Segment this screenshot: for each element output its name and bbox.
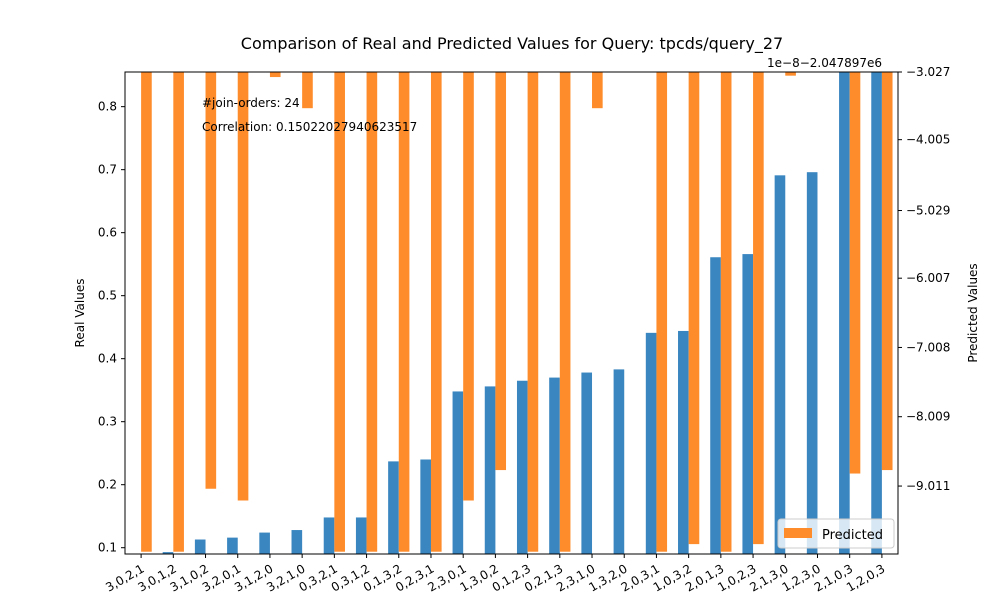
predicted-bar (269, 72, 281, 78)
y-tick-label: 0.5 (98, 289, 117, 303)
annotation-join-orders: #join-orders: 24 (202, 96, 300, 110)
y2-tick-label: −5.029 (906, 204, 950, 218)
real-bar (355, 517, 367, 554)
y-tick-label: 0.7 (98, 163, 117, 177)
bars-group (141, 72, 893, 554)
y2-axis-label: Predicted Values (966, 263, 980, 362)
real-bar (774, 175, 786, 554)
y2-offset-text: 1e−8−2.047897e6 (767, 56, 882, 70)
y2-tick-label: −3.027 (906, 65, 950, 79)
y2-tick-label: −8.009 (906, 410, 950, 424)
y2-tick-label: −4.005 (906, 133, 950, 147)
predicted-bar (559, 72, 571, 552)
legend-swatch-predicted (784, 528, 812, 538)
y2-tick-label: −7.008 (906, 340, 950, 354)
predicted-bar (173, 72, 184, 552)
predicted-bar (495, 72, 507, 471)
real-bar (259, 532, 270, 554)
y2-tick-label: −9.011 (906, 479, 950, 493)
chart-title: Comparison of Real and Predicted Values … (241, 34, 783, 54)
predicted-bar (398, 72, 410, 552)
predicted-bar (720, 72, 732, 552)
y2-tick-label: −6.007 (906, 271, 950, 285)
predicted-bar (141, 72, 152, 552)
real-bar (227, 537, 238, 554)
plot-frame (124, 71, 899, 555)
plot-area: 0.1 0.2 0.3 0.4 0.5 0.6 0.7 0.8 −3.027 −4.005 −5.0… (98, 65, 951, 595)
real-bar (871, 72, 882, 554)
predicted-bar (753, 72, 764, 545)
real-bar (484, 386, 496, 554)
real-bar (710, 257, 721, 554)
predicted-bar (366, 72, 378, 552)
real-bar (452, 391, 464, 554)
predicted-bar (688, 72, 700, 545)
y-tick-label: 0.4 (98, 352, 117, 366)
predicted-bar (527, 72, 539, 552)
real-bar (291, 530, 303, 554)
real-bar (613, 369, 625, 554)
y-tick-label: 0.1 (98, 541, 117, 555)
legend: Predicted (777, 518, 895, 549)
predicted-bar (302, 72, 313, 109)
real-bar (194, 539, 206, 554)
predicted-bar (430, 72, 442, 552)
real-bar (516, 380, 528, 554)
y-tick-label: 0.2 (98, 478, 117, 492)
predicted-bar (592, 72, 603, 109)
predicted-bar (463, 72, 474, 501)
real-bar (420, 459, 431, 554)
real-bar (839, 72, 850, 554)
y-tick-label: 0.6 (98, 226, 117, 240)
real-bar (581, 372, 593, 554)
predicted-bar (785, 72, 796, 76)
y-axis-label: Real Values (73, 279, 87, 348)
y-tick-label: 0.8 (98, 100, 117, 114)
real-bar (162, 552, 174, 554)
annotation-correlation: Correlation: 0.15022027940623517 (202, 120, 417, 134)
predicted-bar (849, 72, 861, 474)
real-bar (323, 517, 335, 554)
predicted-bar (237, 72, 249, 501)
legend-label-predicted: Predicted (822, 528, 883, 543)
predicted-bar (334, 72, 345, 552)
real-bar (742, 254, 754, 554)
real-bar (388, 461, 399, 554)
legend-box (777, 518, 895, 549)
predicted-bar (656, 72, 668, 552)
y-tick-label: 0.3 (98, 415, 117, 429)
real-bar (806, 172, 818, 554)
real-bar (645, 332, 657, 554)
predicted-bar (881, 72, 893, 471)
real-bar (549, 377, 560, 554)
predicted-bar (205, 72, 217, 489)
real-bar (678, 330, 689, 554)
